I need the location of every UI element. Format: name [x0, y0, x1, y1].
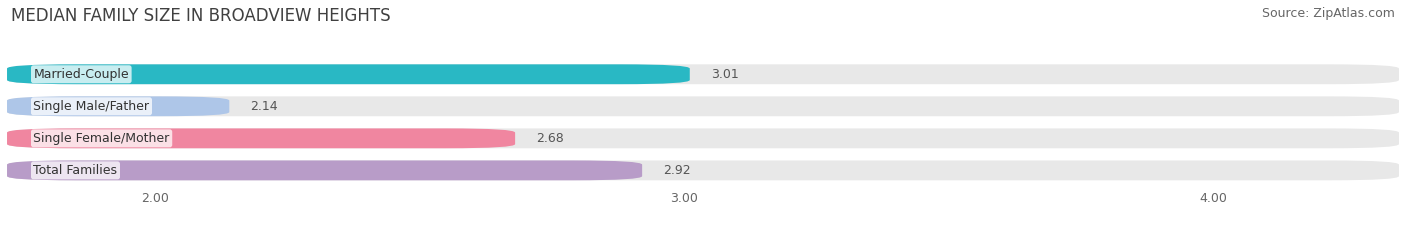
FancyBboxPatch shape	[7, 161, 643, 180]
FancyBboxPatch shape	[7, 96, 229, 116]
FancyBboxPatch shape	[7, 64, 1399, 84]
Text: Single Male/Father: Single Male/Father	[34, 100, 149, 113]
FancyBboxPatch shape	[7, 96, 1399, 116]
Text: MEDIAN FAMILY SIZE IN BROADVIEW HEIGHTS: MEDIAN FAMILY SIZE IN BROADVIEW HEIGHTS	[11, 7, 391, 25]
Text: 2.92: 2.92	[664, 164, 690, 177]
Text: 2.14: 2.14	[250, 100, 278, 113]
Text: Source: ZipAtlas.com: Source: ZipAtlas.com	[1261, 7, 1395, 20]
Text: Single Female/Mother: Single Female/Mother	[34, 132, 170, 145]
Text: Total Families: Total Families	[34, 164, 118, 177]
FancyBboxPatch shape	[7, 128, 515, 148]
FancyBboxPatch shape	[7, 64, 690, 84]
Text: 3.01: 3.01	[711, 68, 738, 81]
Text: Married-Couple: Married-Couple	[34, 68, 129, 81]
Text: 2.68: 2.68	[536, 132, 564, 145]
FancyBboxPatch shape	[7, 128, 1399, 148]
FancyBboxPatch shape	[7, 161, 1399, 180]
